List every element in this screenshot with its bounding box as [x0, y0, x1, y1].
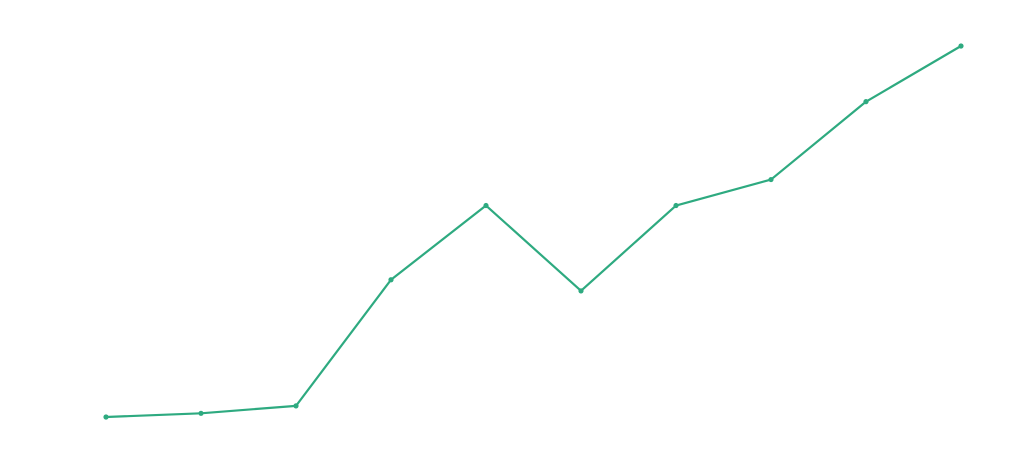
data-point [103, 414, 109, 420]
data-point [198, 410, 204, 416]
data-line [104, 44, 963, 419]
data-point [768, 176, 774, 183]
data-point [483, 202, 489, 209]
data-point [958, 43, 964, 49]
data-point [578, 288, 584, 294]
data-point [673, 202, 679, 209]
data-point [863, 99, 869, 105]
data-point [388, 277, 394, 283]
data-point [293, 403, 299, 409]
